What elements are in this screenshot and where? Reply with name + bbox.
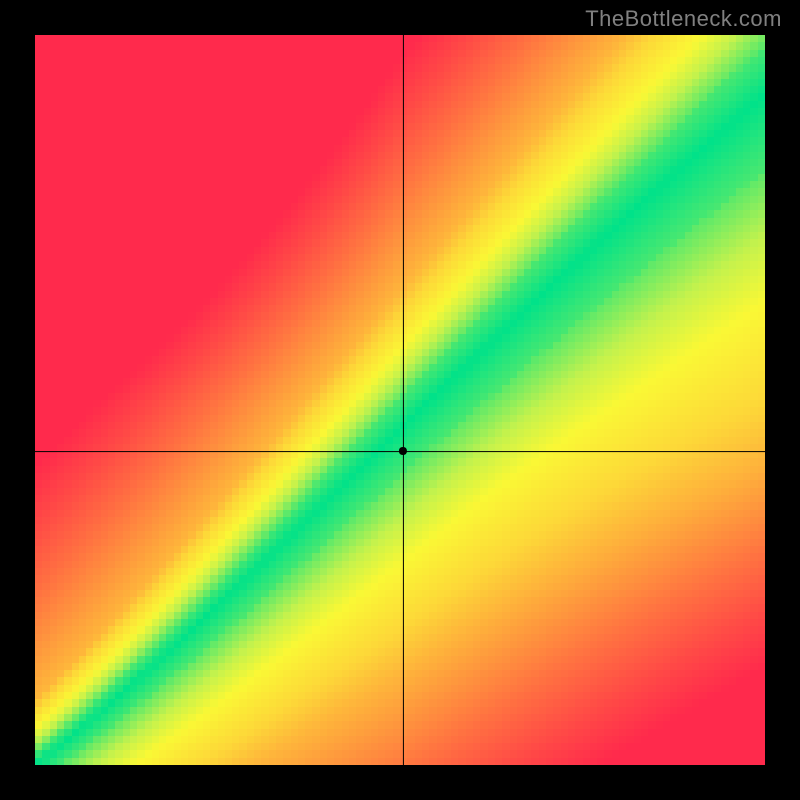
watermark-text: TheBottleneck.com <box>585 6 782 32</box>
bottleneck-heatmap <box>35 35 765 765</box>
